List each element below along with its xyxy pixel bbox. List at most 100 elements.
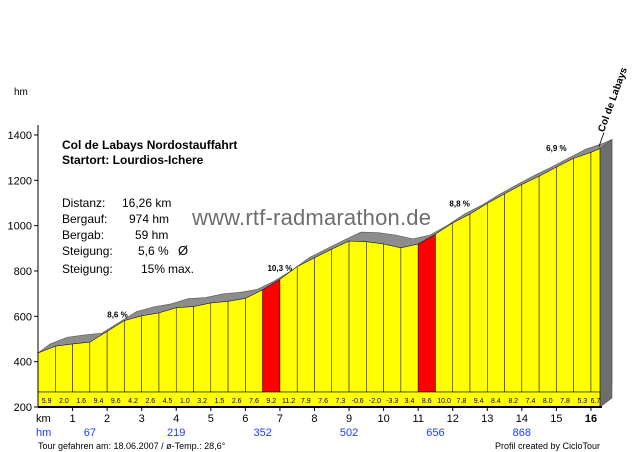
distance-value: 16,26 km [122,196,172,210]
y-tick-label: 1000 [8,221,32,233]
km-tick-label: 12 [447,413,459,425]
gradient-label: 7.4 [526,398,536,405]
km-tick-label: 15 [550,413,562,425]
distance-label: Distanz: [62,196,106,210]
avg-gradient-label: Steigung: [62,244,113,258]
profile-segment [210,301,229,393]
km-tick-label: 9 [346,413,352,425]
hm-tick-label: 502 [340,427,358,439]
y-tick-label: 600 [14,311,32,323]
gradient-label: 7.6 [318,398,328,405]
profile-segment [417,233,436,393]
km-tick-label: 1 [69,413,75,425]
y-tick-label: 1400 [8,130,32,142]
gradient-label: 2.6 [232,398,242,405]
km-tick-label: 2 [104,413,110,425]
profile-segment [590,148,601,393]
km-tick-label: 5 [208,413,214,425]
km-unit-label: km [36,413,51,425]
gradient-label: 9.2 [266,398,276,405]
chart-title: Col de Labays Nordostauffahrt [62,138,238,152]
profile-segment [435,222,453,393]
profile-segment [314,248,333,393]
gradient-label: 3.2 [197,398,207,405]
relief-side [599,138,613,408]
km-tick-label: 7 [277,413,283,425]
gradient-label: 7.8 [456,398,466,405]
gradient-label: 4.5 [163,398,173,405]
km-tick-label: 10 [377,413,389,425]
profile-segment [521,175,540,393]
profile-segment [296,257,315,393]
gradient-label: 1.0 [180,398,190,405]
y-tick-label: 200 [14,402,32,414]
hm-unit-label: hm [36,427,51,439]
profile-segment [538,166,557,393]
gradient-label: 5.9 [42,398,52,405]
gradient-label: 5.3 [577,398,587,405]
profile-segment [124,315,142,393]
max-gradient-marker: 6,9 % [546,144,566,153]
hm-tick-label: 352 [253,427,271,439]
gradient-label: 9.4 [94,398,104,405]
summit-leader [598,132,605,147]
km-tick-label: 6 [242,413,248,425]
hm-tick-label: 219 [167,427,185,439]
chart-subtitle: Startort: Lourdios-Ichere [62,153,204,167]
km-tick-label: 8 [311,413,317,425]
max-gradient-marker: 8,8 % [449,199,469,208]
footer-credit: Profil created by CicloTour [495,441,601,451]
gradient-label: 7.3 [336,398,346,405]
hm-tick-label: 67 [84,427,96,439]
hm-tick-label: 868 [513,427,531,439]
gradient-label: 9.6 [111,398,121,405]
gradient-label: 1.6 [76,398,86,405]
km-tick-label: 16 [585,413,597,425]
profile-segment [279,266,298,393]
descent-value: 59 hm [135,228,169,242]
profile-segment [556,157,574,393]
profile-segment [227,298,246,393]
profile-segment [504,184,523,393]
profile-segment [158,307,177,393]
gradient-label: -0.6 [352,398,364,405]
profile-segment [400,243,419,393]
profile-segment [245,289,263,393]
gradient-label: 8.6 [422,398,432,405]
profile-segment [487,193,505,393]
gradient-label: 9.4 [474,398,484,405]
gradient-label: 7.6 [249,398,259,405]
average-symbol: Ø [178,243,189,258]
km-tick-label: 4 [173,413,179,425]
max-gradient-label: Steigung: [62,262,113,276]
gradient-label: 1.5 [215,398,225,405]
km-tick-label: 3 [139,413,145,425]
y-axis-unit: hm [14,87,28,98]
profile-segment [141,312,160,393]
gradient-label: 2.0 [59,398,69,405]
gradient-label: 8.0 [543,398,553,405]
y-tick-label: 1200 [8,175,32,187]
avg-gradient-value: 5,6 % [138,244,169,258]
max-gradient-marker: 8,6 % [107,310,127,319]
profile-segment [331,240,350,393]
gradient-label: 8.4 [491,398,501,405]
hm-tick-label: 656 [426,427,444,439]
profile-segment [573,152,592,393]
profile-segment [383,243,402,393]
profile-segment [72,341,91,393]
profile-fill-layer [37,148,601,408]
gradient-label: 4.2 [128,398,138,405]
y-tick-label: 800 [14,266,32,278]
profile-segment [89,331,108,393]
ascent-value: 974 hm [129,212,170,226]
km-tick-label: 13 [481,413,493,425]
profile-segment [55,343,73,393]
max-gradient-suffix: max. [168,262,195,276]
gradient-label: 11.2 [282,398,295,405]
gradient-label: 7.8 [560,398,570,405]
gradient-label: 7.9 [301,398,311,405]
gradient-label: 8.2 [508,398,518,405]
